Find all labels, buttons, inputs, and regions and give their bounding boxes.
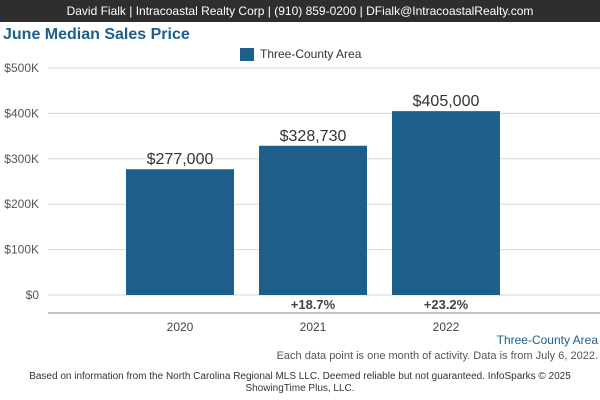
bar-2022: [392, 111, 500, 295]
chart-title: June Median Sales Price: [3, 26, 190, 43]
value-label-2022: $405,000: [413, 93, 480, 110]
change-labels: +18.7% +23.2%: [291, 297, 469, 312]
change-label-2021: +18.7%: [291, 297, 336, 312]
y-tick-label: $400K: [4, 106, 39, 120]
x-tick-label-2020: 2020: [167, 320, 194, 334]
bar-2020: [126, 169, 234, 295]
value-labels: $277,000 $328,730 $405,000: [147, 93, 480, 168]
bars: [126, 111, 500, 295]
change-label-2022: +23.2%: [424, 297, 469, 312]
y-tick-label: $300K: [4, 152, 39, 166]
x-axis-ticks: 2020 2021 2022: [167, 320, 460, 334]
y-tick-label: $100K: [4, 243, 39, 257]
x-tick-label-2021: 2021: [300, 320, 327, 334]
footer-note: Each data point is one month of activity…: [276, 350, 598, 362]
bar-2021: [259, 145, 367, 295]
x-tick-label-2022: 2022: [433, 320, 460, 334]
agent-banner: David Fialk | Intracoastal Realty Corp |…: [0, 0, 600, 22]
y-axis-ticks: $0 $100K $200K $300K $400K $500K: [4, 61, 39, 302]
footer-series-label: Three-County Area: [496, 333, 598, 347]
legend-swatch: [240, 47, 254, 61]
y-tick-label: $200K: [4, 197, 39, 211]
value-label-2020: $277,000: [147, 151, 214, 168]
chart-legend: Three-County Area: [240, 45, 361, 63]
y-tick-label: $0: [26, 288, 40, 302]
legend-label: Three-County Area: [260, 47, 362, 61]
value-label-2021: $328,730: [280, 128, 347, 145]
y-tick-label: $500K: [4, 61, 39, 75]
disclaimer: Based on information from the North Caro…: [29, 371, 571, 394]
